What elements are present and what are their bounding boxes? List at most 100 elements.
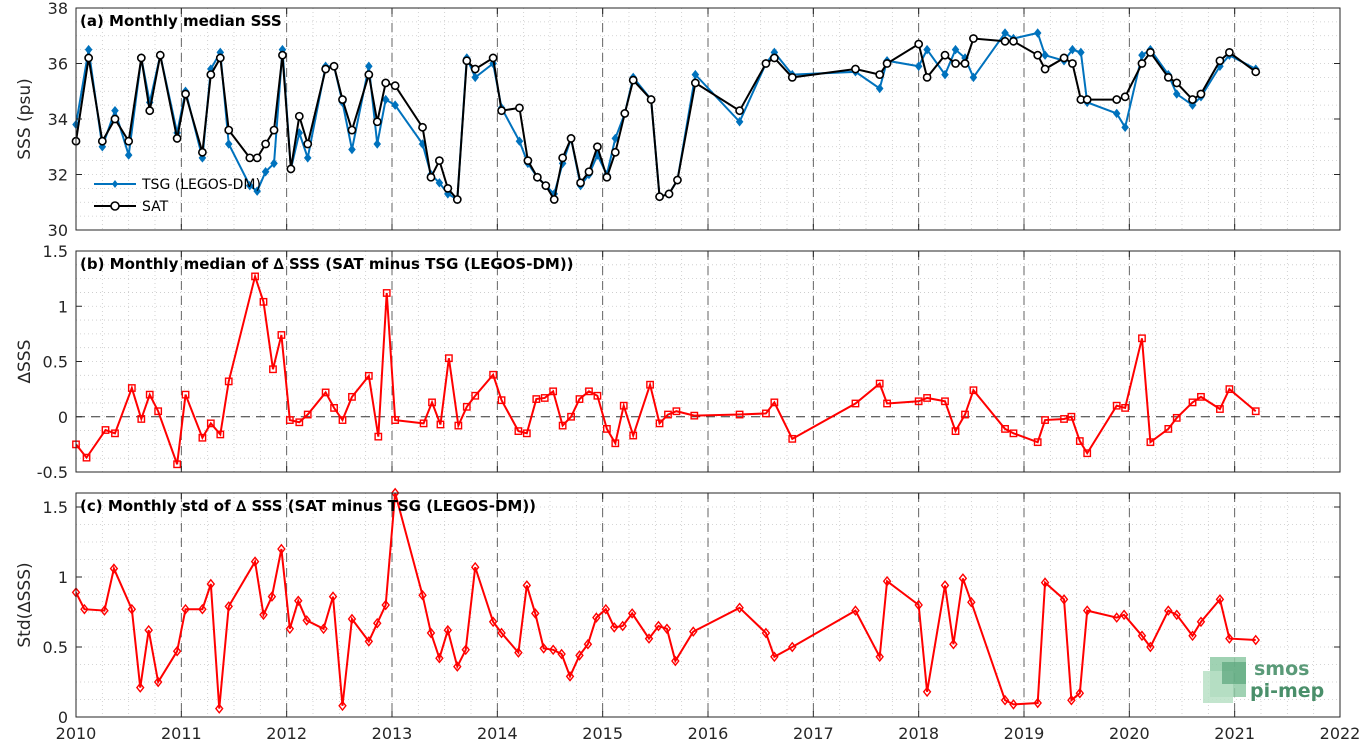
data-point (851, 605, 860, 616)
series-line (75, 492, 1256, 709)
data-point (1068, 59, 1077, 68)
data-point (497, 396, 506, 405)
data-point (1059, 53, 1069, 63)
data-point (277, 331, 286, 339)
y-tick-label: -0.5 (37, 463, 68, 482)
data-point (285, 416, 294, 424)
data-point (522, 580, 532, 591)
data-point (390, 81, 400, 91)
data-point (1196, 89, 1206, 99)
data-point (530, 608, 540, 619)
data-point (549, 195, 559, 204)
data-point (875, 70, 885, 79)
legend-marker (112, 180, 118, 188)
data-point (1215, 56, 1225, 66)
data-point (259, 609, 268, 621)
data-point (611, 439, 620, 448)
data-point (567, 412, 575, 421)
data-point (418, 589, 427, 601)
data-point (593, 391, 602, 400)
data-point (654, 620, 663, 632)
data-point (1172, 89, 1181, 99)
data-point (1216, 405, 1224, 413)
data-point (1225, 385, 1234, 394)
data-point (565, 671, 575, 682)
data-point (373, 139, 382, 149)
data-point (664, 189, 674, 199)
data-point (285, 623, 295, 635)
panel-b-delta-sss: -0.5 0 0.5 1 1.5 (b) Monthly median of ∆ SSS … (15, 242, 1341, 482)
data-point (532, 172, 542, 182)
x-tick-label: 2016 (688, 724, 729, 743)
data-point (575, 395, 584, 403)
data-point (1082, 605, 1092, 616)
data-point (391, 416, 400, 424)
data-point (1164, 605, 1173, 616)
data-point (206, 419, 215, 428)
data-point (787, 72, 797, 82)
data-point (372, 117, 382, 127)
data-point (198, 603, 207, 615)
data-point (558, 421, 567, 430)
data-point (293, 595, 303, 607)
x-tick-label: 2015 (582, 724, 623, 743)
logo-line-2: pi-mep (1250, 680, 1324, 702)
data-point (1197, 392, 1205, 401)
data-point (1121, 404, 1130, 412)
y-tick-label: 32 (48, 166, 68, 185)
data-point (348, 392, 356, 401)
data-point (111, 429, 119, 438)
data-point (1068, 44, 1077, 55)
data-point (1137, 59, 1147, 68)
data-point (1009, 36, 1018, 46)
data-point (381, 78, 391, 88)
data-point (214, 703, 224, 714)
data-point (735, 410, 744, 419)
data-point (882, 59, 892, 68)
data-point (329, 61, 339, 71)
grid (75, 7, 1341, 231)
panel-a-sss: 30 32 34 36 38 (a) Monthly median SSS SSS (psu… (15, 0, 1341, 240)
data-point (172, 645, 182, 657)
data-point (261, 139, 270, 149)
data-point (1040, 577, 1050, 588)
data-point (286, 164, 296, 174)
data-point (338, 95, 347, 104)
series-line (75, 272, 1257, 465)
data-point (769, 53, 779, 63)
data-point (84, 44, 93, 55)
data-point (488, 53, 498, 63)
y-tick-label: 36 (48, 55, 68, 74)
panel-c-std-delta-sss: 0 0.5 1 1.5 2010 2011 2012 2013 2014 2015 2016 2017… (15, 487, 1360, 743)
y-axis-label: SSS (psu) (15, 78, 35, 159)
data-point (1172, 609, 1181, 621)
data-point (1000, 36, 1010, 46)
data-point (1060, 415, 1068, 423)
data-point (338, 416, 347, 424)
data-point (294, 111, 304, 121)
data-point (671, 655, 680, 667)
data-point (267, 591, 277, 602)
data-point (1001, 425, 1009, 433)
data-point (172, 134, 182, 143)
data-point (127, 384, 136, 392)
grid (75, 493, 1341, 718)
data-point (418, 122, 427, 132)
data-point (321, 388, 330, 397)
data-point (875, 651, 884, 663)
data-point (497, 627, 506, 639)
data-point (364, 636, 374, 647)
data-point (735, 106, 744, 116)
data-point (250, 556, 260, 567)
y-tick-label: 0.5 (43, 353, 68, 372)
legend: TSG (LEGOS-DM) SAT (94, 177, 261, 215)
data-point (444, 354, 453, 363)
data-point (488, 616, 498, 628)
data-point (321, 64, 331, 74)
data-point (382, 289, 391, 297)
data-point (1082, 95, 1092, 104)
data-point (761, 59, 771, 68)
data-point (145, 390, 154, 399)
data-point (585, 387, 593, 396)
data-point (145, 106, 155, 116)
